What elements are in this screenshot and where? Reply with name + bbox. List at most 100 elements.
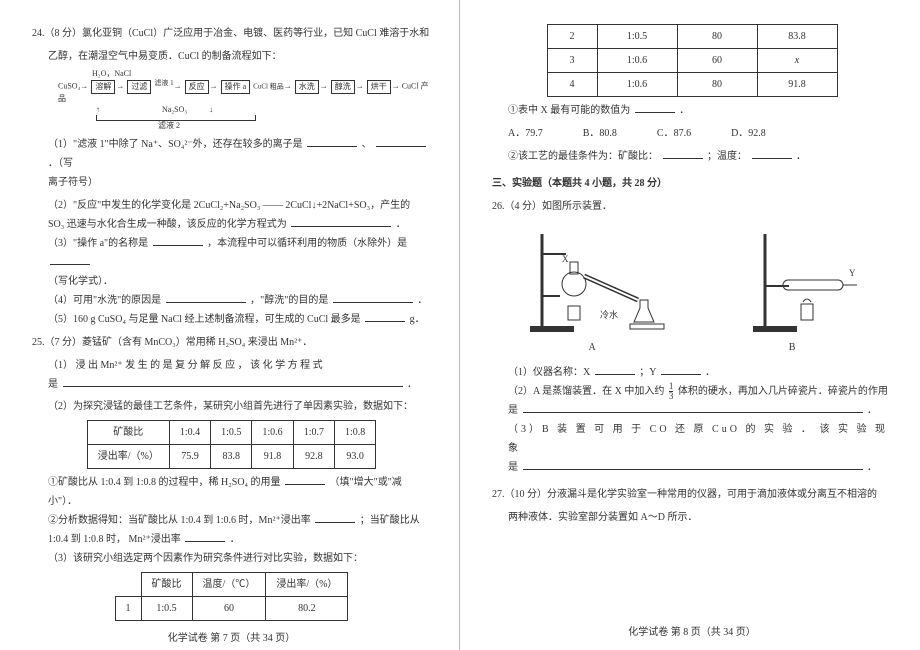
flow-b4: 操作 a xyxy=(221,80,251,94)
left-page: 24.（8 分）氯化亚铜（CuCl）广泛应用于冶金、电镀、医药等行业，已知 Cu… xyxy=(0,0,460,650)
q24-p2b-row: SO₃ 迅速与水化合生成一种酸，该反应的化学方程式为 ． xyxy=(32,215,431,234)
xq2: ． xyxy=(679,105,689,116)
t3-r4c1: 1:0.6 xyxy=(597,73,677,97)
q26-p3c: ． xyxy=(867,462,877,473)
flow-b3: 反应 xyxy=(185,80,209,94)
blank xyxy=(307,138,357,147)
table-row: 2 1:0.5 80 83.8 xyxy=(547,25,837,49)
empty-cell xyxy=(115,572,141,596)
apparatus-b-icon: Y xyxy=(745,226,865,336)
q25-p1b: 是 xyxy=(48,379,58,390)
t1-v2: 83.8 xyxy=(211,444,252,468)
t1-r0: 浸出率/（%） xyxy=(87,444,169,468)
q24-p1b: 、 xyxy=(362,139,372,150)
blank xyxy=(376,138,426,147)
best2: ；温度： xyxy=(707,151,747,162)
t1-h3: 1:0.6 xyxy=(252,420,293,444)
q24-flow: H₂O，NaCl CuSO₄→ 溶解→ 过滤 滤液 1→ 反应→ 操作 a Cu… xyxy=(58,69,431,132)
q24-p4b: ，"醇洗"的目的是 xyxy=(250,295,328,306)
q24-line2: 乙醇，在潮湿空气中易变质．CuCl 的制备流程如下： xyxy=(32,47,431,66)
t3-r3c1: 1:0.6 xyxy=(597,49,677,73)
flow-reagent-top: H₂O，NaCl xyxy=(92,69,431,79)
section-3-title: 三、实验题（本题共 4 小题，共 28 分） xyxy=(492,174,892,193)
q24-p3a: （3）"操作 a"的名称是 xyxy=(48,238,148,249)
q24-p5a: （5）160 g CuSO₄ 与足量 NaCl 经上述制备流程，可生成的 CuC… xyxy=(48,314,361,325)
q25-table2: 矿酸比 温度/（℃） 浸出率/（%） 1 1:0.5 60 80.2 xyxy=(115,572,349,621)
blank xyxy=(661,366,701,375)
xq: ①表中 X 最有可能的数值为 xyxy=(508,105,630,116)
t2-r1c1: 1:0.5 xyxy=(141,596,192,620)
t1-v4: 92.8 xyxy=(293,444,334,468)
table-row: 矿酸比 1:0.4 1:0.5 1:0.6 1:0.7 1:0.8 xyxy=(87,420,376,444)
t1-v1: 75.9 xyxy=(169,444,210,468)
table-row: 3 1:0.6 60 x xyxy=(547,49,837,73)
q26-p2c: 是 xyxy=(508,405,518,416)
table-row: 浸出率/（%） 75.9 83.8 91.8 92.8 93.0 xyxy=(87,444,376,468)
q27-stem2: 两种液体．实验室部分装置如 A～D 所示． xyxy=(492,508,892,527)
t3-r4c2: 80 xyxy=(677,73,757,97)
q26-p3b: 是 xyxy=(508,462,518,473)
t2-r1c0: 1 xyxy=(115,596,141,620)
best3: ． xyxy=(796,151,806,162)
t1-h1: 1:0.4 xyxy=(169,420,210,444)
q26-p3b-row: 是 ． xyxy=(492,458,892,477)
q25-table3: 2 1:0.5 80 83.8 3 1:0.6 60 x 4 1:0.6 80 … xyxy=(547,24,838,97)
table-row: 1 1:0.5 60 80.2 xyxy=(115,596,348,620)
t3-r2c2: 80 xyxy=(677,25,757,49)
t2-h1: 矿酸比 xyxy=(141,572,192,596)
q26-p2d: ． xyxy=(867,405,877,416)
q25-c2-row: ②分析数据得知：当矿酸比从 1:0.4 到 1:0.6 时，Mn²⁺浸出率 ；当… xyxy=(32,511,431,530)
q24-p4c: ． xyxy=(417,295,427,306)
q25-c1a: ①矿酸比从 1:0.4 到 1:0.8 的过程中，稀 H₂SO₄ 的用量 xyxy=(48,477,281,488)
q24-p1d: 离子符号） xyxy=(32,173,431,192)
cold-water-label: 冷水 xyxy=(600,309,618,320)
blank xyxy=(635,104,675,113)
blank xyxy=(523,404,863,413)
blank xyxy=(153,237,203,246)
q24-stem: 24.（8 分）氯化亚铜（CuCl）广泛应用于冶金、电镀、医药等行业，已知 Cu… xyxy=(32,24,431,43)
q26-p2-row: （2）A 是蒸馏装置．在 X 中加入约 1 3 体积的硬水，再加入几片碎瓷片．碎… xyxy=(492,382,892,401)
q25-c2a: ②分析数据得知：当矿酸比从 1:0.4 到 1:0.6 时，Mn²⁺浸出率 xyxy=(48,515,311,526)
flow-b7: 烘干 xyxy=(367,80,391,94)
t2-r1c3: 80.2 xyxy=(266,596,348,620)
q24-p4-row: （4）可用"水洗"的原因是 ，"醇洗"的目的是 ． xyxy=(32,291,431,310)
q25-stem: 25.（7 分）菱锰矿（含有 MnCO₃）常用稀 H₂SO₄ 来浸出 Mn²⁺． xyxy=(32,333,431,352)
q26-p1-row: （1）仪器名称：X ；Y ． xyxy=(492,363,892,382)
flow-b2: 过滤 xyxy=(127,80,151,94)
xq-row: ①表中 X 最有可能的数值为 ． xyxy=(492,101,892,120)
t2-h3: 浸出率/（%） xyxy=(266,572,348,596)
t3-r4c0: 4 xyxy=(547,73,597,97)
fraction: 1 3 xyxy=(669,382,674,401)
t1-h0: 矿酸比 xyxy=(87,420,169,444)
flow-sl1: 滤液 1 xyxy=(154,79,173,87)
flow-under: ↑ Na₂SO₃ ↓ xyxy=(96,105,431,115)
q24-p3c: （写化学式）． xyxy=(32,272,431,291)
q26-p1c: ． xyxy=(705,367,715,378)
table-row: 4 1:0.6 80 91.8 xyxy=(547,73,837,97)
q26-figures: X 冷水 Y xyxy=(492,226,892,336)
q27-stem: 27.（10 分）分液漏斗是化学实验室一种常用的仪器，可用于滴加液体或分离互不相… xyxy=(492,485,892,504)
t2-h2: 温度/（℃） xyxy=(192,572,266,596)
svg-text:X: X xyxy=(562,254,569,264)
t3-r3c0: 3 xyxy=(547,49,597,73)
flow-sl2: 滤液 2 xyxy=(158,121,431,131)
blank xyxy=(315,514,355,523)
t3-r2c1: 1:0.5 xyxy=(597,25,677,49)
q24-p5b: g． xyxy=(410,314,425,325)
left-footer: 化学试卷 第 7 页（共 34 页） xyxy=(32,625,431,648)
label-b: B xyxy=(789,338,796,357)
choice-c: C．87.6 xyxy=(657,124,691,143)
flow-b1: 溶解 xyxy=(91,80,115,94)
blank xyxy=(63,378,403,387)
blank xyxy=(50,256,90,265)
q25-table1: 矿酸比 1:0.4 1:0.5 1:0.6 1:0.7 1:0.8 浸出率/（%… xyxy=(87,420,377,469)
t1-h2: 1:0.5 xyxy=(211,420,252,444)
q25-c1b: （填"增大"或"减 xyxy=(330,477,402,488)
choice-row: A．79.7 B．80.8 C．87.6 D．92.8 xyxy=(492,124,892,143)
q24-p2a: （2）"反应"中发生的化学变化是 2CuCl₂+Na₂SO₃ —— 2CuCl↓… xyxy=(32,196,431,215)
q26-p1b: ；Y xyxy=(639,367,656,378)
flow-row: CuSO₄→ 溶解→ 过滤 滤液 1→ 反应→ 操作 a CuCl 粗品→ 水洗… xyxy=(58,79,431,104)
q24-p5-row: （5）160 g CuSO₄ 与足量 NaCl 经上述制备流程，可生成的 CuC… xyxy=(32,310,431,329)
flow-na2so3: Na₂SO₃ xyxy=(162,105,187,114)
q24-p1c: ．（写 xyxy=(48,158,73,169)
